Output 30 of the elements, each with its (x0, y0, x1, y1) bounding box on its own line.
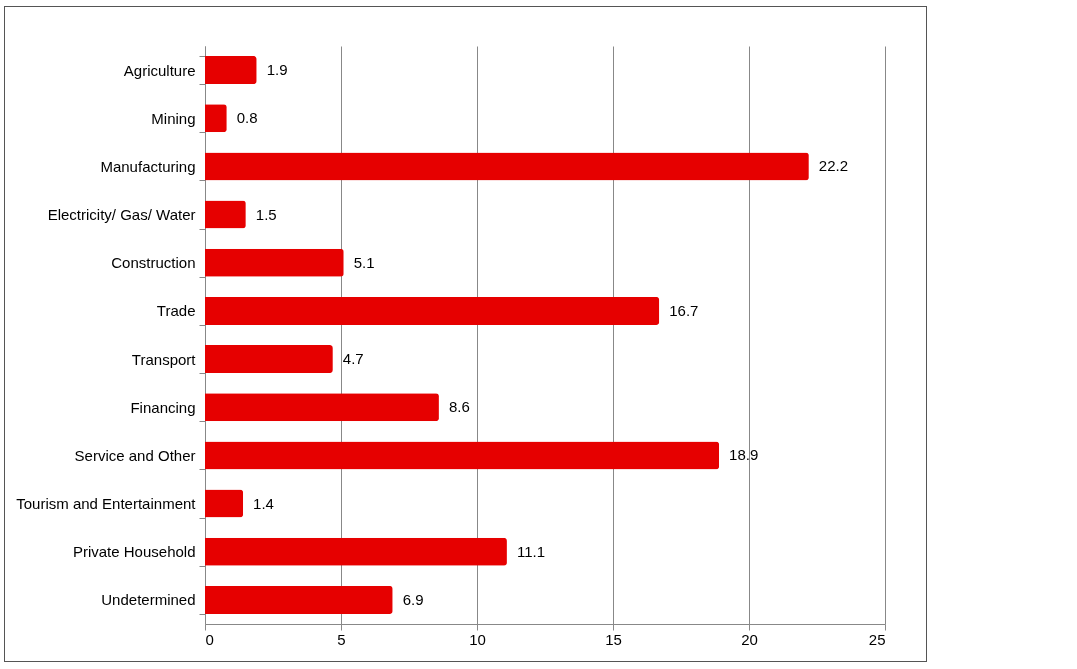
data-label: 1.4 (253, 494, 274, 512)
data-label: 0.8 (236, 109, 258, 127)
y-tick-label: Manufacturing (100, 157, 196, 175)
x-tick-label: 15 (605, 630, 622, 648)
data-label: 16.7 (669, 301, 699, 319)
y-tick-label: Electricity/ Gas/ Water (47, 206, 196, 224)
data-label: 1.5 (255, 205, 277, 223)
y-tick-label: Mining (151, 109, 196, 127)
y-tick-label: Tourism and Entertainment (16, 495, 197, 513)
data-label: 8.6 (448, 398, 470, 416)
data-label: 22.2 (818, 157, 849, 175)
data-label: 18.9 (729, 446, 759, 464)
x-tick-label: 10 (469, 630, 486, 648)
y-tick-label: Construction (111, 254, 196, 272)
y-tick-label: Financing (130, 398, 196, 416)
data-label: 5.1 (353, 253, 375, 271)
y-tick-label: Trade (156, 302, 196, 320)
data-label: 1.9 (266, 61, 288, 79)
x-tick-label: 5 (337, 630, 346, 648)
x-tick-label: 0 (205, 630, 214, 648)
data-label: 11.1 (516, 542, 546, 560)
data-label: 6.9 (402, 590, 424, 608)
y-tick-label: Undetermined (101, 591, 196, 609)
x-tick-label: 20 (741, 630, 758, 648)
data-label: 4.7 (342, 350, 364, 368)
y-tick-label: Service and Other (74, 446, 196, 464)
y-tick-label: Transport (131, 350, 197, 368)
y-tick-label: Private Household (72, 543, 196, 561)
y-tick-label: Agriculture (123, 61, 196, 79)
x-tick-label: 25 (868, 630, 886, 648)
